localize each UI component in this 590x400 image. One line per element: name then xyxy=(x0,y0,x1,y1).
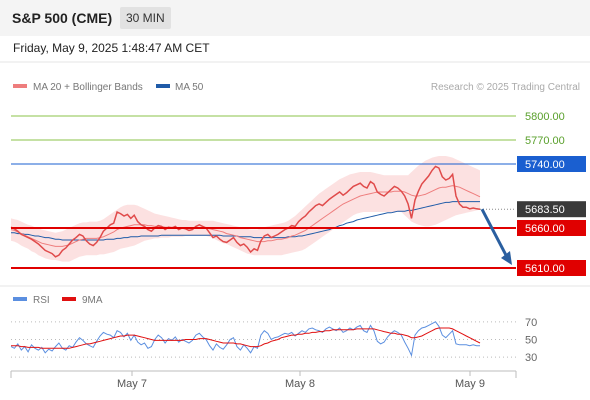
pivot-level-tag xyxy=(517,220,586,236)
support-level-tag xyxy=(517,260,586,276)
timeframe-badge[interactable]: 30 MIN xyxy=(120,7,171,29)
price-line xyxy=(10,165,481,258)
ma50-legend-label: MA 50 xyxy=(175,82,204,93)
target-level-label: 5800.00 xyxy=(525,111,565,123)
rsi-plot-area: 70 50 30 xyxy=(10,317,537,364)
forecast-arrow-shaft xyxy=(480,208,510,260)
current-price-label: 5683.50 xyxy=(525,204,565,216)
support-level-label: 5610.00 xyxy=(525,263,565,275)
ma20-legend-swatch xyxy=(13,84,27,88)
header-bar: S&P 500 (CME) 30 MIN xyxy=(0,0,590,36)
rsi-tick-label: 70 xyxy=(525,317,537,329)
rsi-tick-label: 30 xyxy=(525,352,537,364)
rsi-tick-label: 50 xyxy=(525,335,537,347)
current-price-tag xyxy=(517,201,586,218)
pivot-level-label: 5660.00 xyxy=(525,223,565,235)
copyright-text: Research © 2025 Trading Central xyxy=(431,82,580,93)
ma9-legend-label: 9MA xyxy=(82,295,103,306)
ma9-legend-swatch xyxy=(62,297,76,301)
rsi-legend-label: RSI xyxy=(33,295,50,306)
x-tick-label: May 9 xyxy=(455,378,485,390)
x-axis: May 7 May 8 May 9 xyxy=(117,371,485,390)
ma20-legend-label: MA 20 + Bollinger Bands xyxy=(33,82,143,93)
price-levels: 5800.00 5770.00 5740.00 5683.50 5660.00 5610.… xyxy=(11,111,586,276)
x-tick-label: May 8 xyxy=(285,378,315,390)
bollinger-band xyxy=(11,156,480,262)
resistance-level-label: 5740.00 xyxy=(525,159,565,171)
timestamp: Friday, May 9, 2025 1:48:47 AM CET xyxy=(13,41,210,55)
ma50-legend-swatch xyxy=(156,84,170,88)
target-level-label: 5770.00 xyxy=(525,135,565,147)
price-plot-area xyxy=(10,156,481,262)
instrument-title: S&P 500 (CME) xyxy=(12,10,113,26)
x-tick-label: May 7 xyxy=(117,378,147,390)
ma50-line xyxy=(11,201,480,241)
forecast-arrow-head xyxy=(501,251,512,265)
rsi-legend-swatch xyxy=(13,297,27,301)
resistance-level-tag xyxy=(517,156,586,172)
rsi-ma-line xyxy=(11,327,481,349)
rsi-line xyxy=(10,321,480,358)
